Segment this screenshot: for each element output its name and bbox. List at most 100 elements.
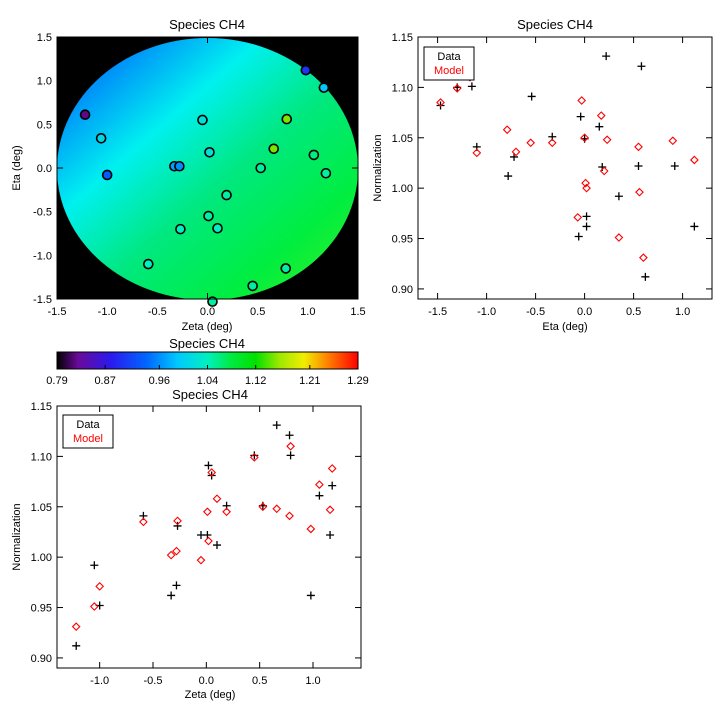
eta-xtick-label: -0.5 [526,306,545,318]
map-xlabel: Zeta (deg) [182,321,233,333]
eta-legend-data: Data [437,51,461,63]
zeta-ytick-label: 1.00 [31,552,52,564]
zeta-model-point [325,505,335,515]
map-panel: Species CH4 -1.5 -1.0 -0.5 0.0 0.5 1.0 1.5-1.5… [11,17,366,333]
map-xtick-label: -1.5 [48,306,67,318]
zeta-ylabel: Normalization [11,503,23,570]
zeta-data-point [272,421,281,430]
colorbar-tick-label: 0.79 [46,375,67,387]
eta-model-point [452,84,462,93]
map-point [255,162,266,174]
map-point [203,210,214,222]
colorbar-tick-label: 1.21 [299,375,320,387]
zeta-model-point [204,536,213,546]
eta-axes: -1.5 -1.0 -0.5 0.0 0.5 1.0 0.90 0.95 1.00 1.05 1.1… [392,32,712,318]
zeta-xtick-label: 0.5 [252,675,267,687]
zeta-axes: -1.0 -0.5 0.0 0.5 1.0 0.90 0.95 1.00 1.05 1.10 1.1… [31,401,361,687]
map-ytick-label: 1.0 [37,76,52,88]
eta-data-point [690,222,699,231]
eta-model-point [577,96,587,105]
map-point [207,296,218,307]
zeta-model-point [306,524,316,534]
zeta-xtick-label: 1.0 [305,675,320,687]
eta-ylabel: Normalization [372,134,384,201]
zeta-model-point [286,441,295,451]
eta-model-point [502,125,512,135]
zeta-data-point [286,451,295,460]
zeta-model-point [89,602,99,611]
map-ytick-label: 0.5 [37,119,52,131]
map-ytick-label: 1.5 [37,32,52,44]
zeta-data-point [285,431,294,440]
eta-model-point [526,138,536,148]
map-point [281,113,293,125]
zeta-legend-model: Model [73,433,103,445]
map-xtick-label: -0.5 [148,306,167,318]
map-point [197,114,208,126]
eta-model-point [599,166,609,176]
zeta-legend: Data Model [62,414,114,449]
zeta-data-point [172,581,181,590]
eta-model-point [689,155,699,165]
map-point [280,263,292,274]
eta-ytick-label: 0.90 [392,284,413,296]
map-point [95,133,107,144]
zeta-data-point [90,561,99,570]
zeta-xlabel: Zeta (deg) [185,689,236,701]
map-ytick-label: -1.5 [33,294,52,306]
colorbar-tick-label: 1.12 [245,375,266,387]
eta-model-point [573,212,583,222]
zeta-model-point [172,546,181,556]
eta-xtick-label: -1.0 [477,306,496,318]
map-point [320,167,332,179]
zeta-data-point [306,591,315,600]
zeta-legend-box [62,414,114,449]
eta-legend: Data Model [423,46,475,81]
zeta-ytick-label: 0.95 [31,603,52,615]
eta-ytick-label: 0.95 [392,234,413,246]
eta-model-point [436,98,445,107]
zeta-xtick-label: 0.0 [199,675,214,687]
eta-model-point [602,135,612,145]
zeta-data-point [315,491,324,500]
map-xtick-label: 0.0 [200,306,215,318]
eta-legend-model: Model [434,65,464,77]
zeta-ytick-label: 1.05 [31,502,52,514]
zeta-model-point [249,453,259,462]
map-point [175,223,186,235]
zeta-frame [56,405,362,669]
zeta-legend-data: Data [76,419,100,431]
zeta-model-point [173,516,182,526]
eta-model-point [547,138,557,148]
eta-xtick-label: 1.0 [675,306,690,318]
eta-model-point [511,147,521,157]
eta-data-point [504,172,513,181]
eta-points [436,52,699,281]
zeta-model-point [258,502,268,512]
eta-data-point [467,82,476,91]
eta-data-point [527,92,536,101]
eta-xtick-label: 0.0 [577,306,592,318]
zeta-data-point [204,461,213,470]
eta-xlabel: Eta (deg) [542,321,587,333]
eta-panel: Species CH4 -1.5 -1.0 -0.5 0.0 0.5 1.0 0.90 0.9… [372,17,713,333]
zeta-model-point [207,468,217,477]
colorbar-tick-label: 1.29 [347,375,368,387]
zeta-ytick-label: 1.15 [31,401,52,413]
zeta-model-point [95,581,105,591]
zeta-data-point [213,541,221,550]
map-point [300,64,312,76]
zeta-xtick-label: -1.0 [90,675,109,687]
eta-model-point [581,178,590,188]
map-title: Species CH4 [169,17,245,32]
map-point [268,143,280,155]
zeta-data-point [203,530,212,539]
eta-ytick-label: 1.05 [392,133,413,145]
zeta-data-point [167,591,176,600]
zeta-model-point [212,494,222,504]
colorbar-tick-label: 0.87 [94,375,115,387]
zeta-panel: Species CH4 -1.0 -0.5 0.0 0.5 1.0 0.90 0.95 1.0… [11,387,362,701]
eta-model-point [634,142,643,152]
map-point [79,109,91,121]
